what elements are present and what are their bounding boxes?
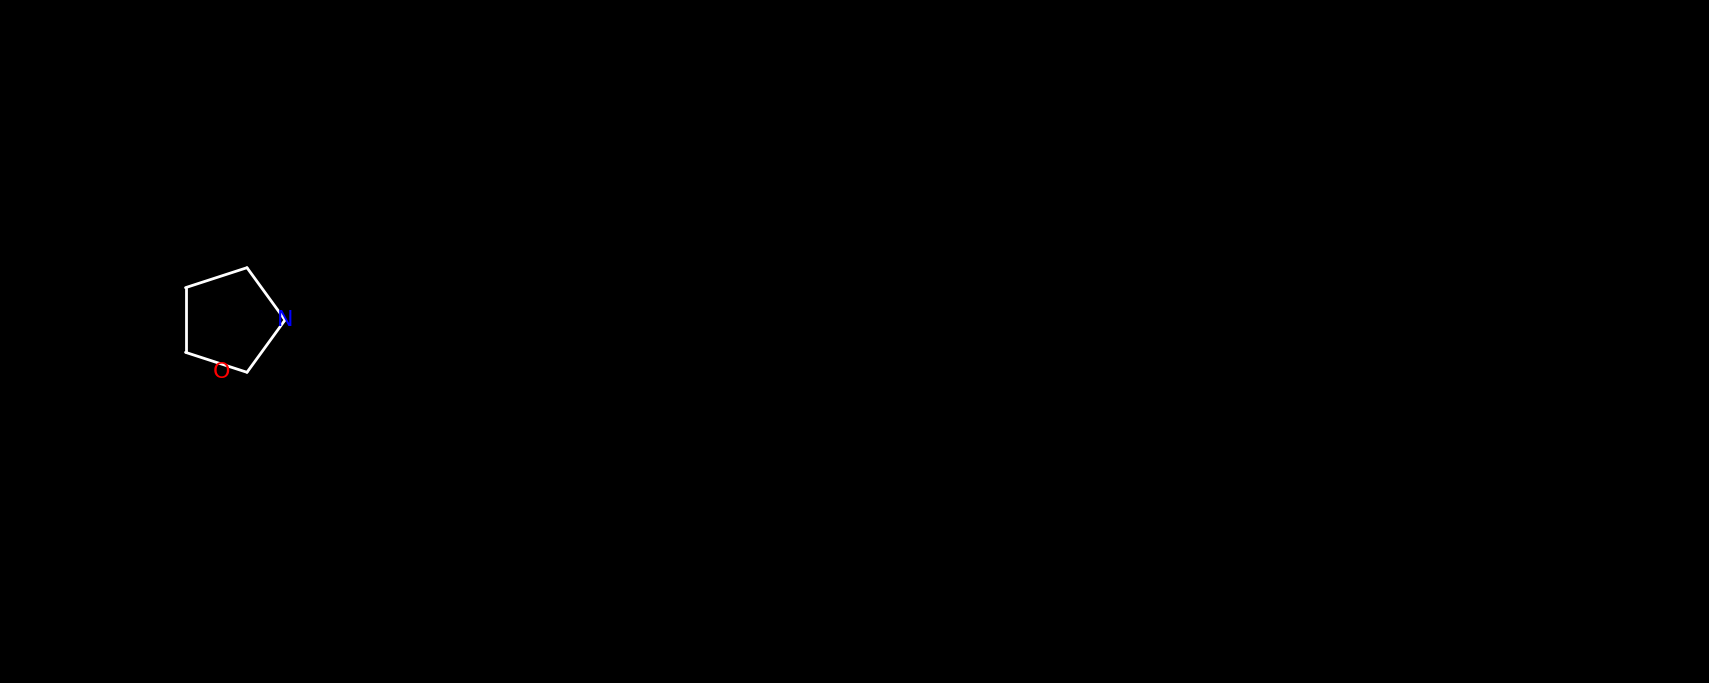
Text: N: N xyxy=(277,310,294,330)
Text: O: O xyxy=(214,362,231,382)
